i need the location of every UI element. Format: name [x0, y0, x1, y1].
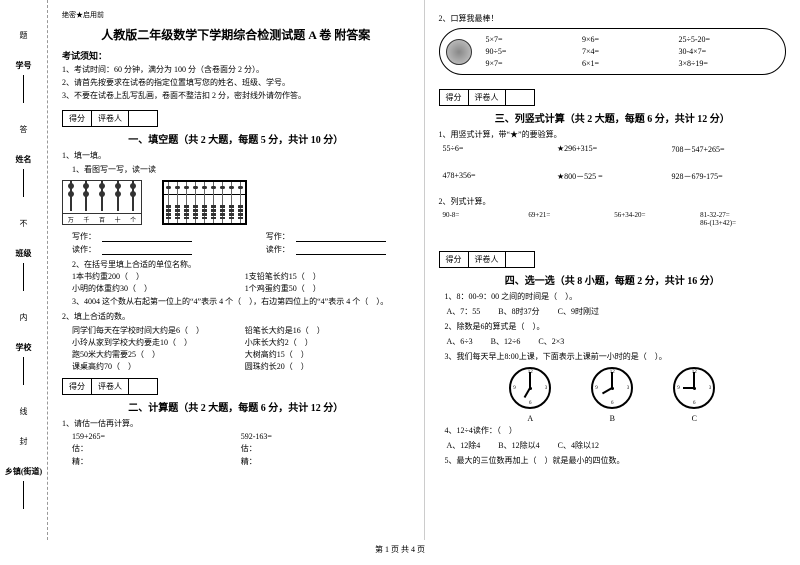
fill-items: 同学们每天在学校时间大约是6（ ）铅笔长大约是16（ ） 小玲从家到学校大约要走… — [72, 325, 410, 372]
binding-mark: 封 — [18, 437, 29, 445]
section-title: 一、填空题（共 2 大题，每题 5 分，共计 10 分） — [62, 131, 410, 146]
binding-mark: 线 — [18, 407, 29, 415]
choice-question: 4、12÷4读作：（ ） — [445, 425, 787, 436]
binding-field: 班级 — [16, 248, 32, 291]
score-box: 得分 评卷人 — [439, 251, 535, 268]
question-stem: 1、用竖式计算，带“★”的要验算。 — [439, 129, 787, 140]
exam-page: 题 学号 答 姓名 不 班级 内 学校 线 封 乡镇(街道) 绝密★启用前 人教… — [0, 0, 800, 540]
question-stem: 2、口算我最棒！ — [439, 13, 787, 24]
clock-icon: 12 3 6 9 — [673, 367, 715, 409]
unit-items: 1本书约重200（ ） 1支铅笔长约15（ ） 小明的体重约30（ ） 1个鸡蛋… — [72, 271, 410, 294]
score-box: 得分 评卷人 — [62, 378, 158, 395]
right-column: 2、口算我最棒！ 5×7= 9×6= 25÷5-20= 90÷5= 7×4= 3… — [425, 0, 800, 540]
choice-question: 3、我们每天早上8:00上课，下面表示上课前一小时的是（ ）。 — [445, 351, 787, 362]
choice-question: 5、最大的三位数再加上（ ）就是最小的四位数。 — [445, 455, 787, 466]
clock-icon: 12 3 6 9 — [591, 367, 633, 409]
binding-mark: 答 — [18, 125, 29, 133]
counting-frame: 万 千 百 十 个 — [62, 180, 142, 225]
choice-question: 2、除数是6的算式是（ ）。 — [445, 321, 787, 332]
binding-field: 学校 — [16, 342, 32, 385]
binding-mark: 题 — [18, 31, 29, 39]
clock-row: 12 3 6 9 12 3 6 9 12 3 6 9 — [439, 367, 787, 409]
choice-options: A、6÷3 B、12÷6 C、2×3 — [447, 336, 565, 347]
binding-mark: 内 — [18, 313, 29, 321]
left-column: 绝密★启用前 人教版二年级数学下学期综合检测试题 A 卷 附答案 考试须知： 1… — [48, 0, 425, 540]
binding-field: 乡镇(街道) — [5, 466, 42, 509]
score-box: 得分 评卷人 — [62, 110, 158, 127]
question-stem: 1、填一填。 — [62, 150, 410, 161]
vertical-calc-grid: 55÷6= ★296+315= 708－547+265= 478+356= ★8… — [443, 144, 787, 182]
read-label: 读作： — [266, 244, 290, 255]
choice-options: A、7：55 B、8时37分 C、9时刚过 — [447, 306, 599, 317]
subquestion: 3、4004 这个数从右起第一位上的“4”表示 4 个（ ），右边第四位上的“4… — [72, 296, 410, 308]
score-label: 得分 — [63, 111, 92, 126]
estimate-grid: 159+265=592-163= 估：估： 精：精： — [72, 432, 410, 467]
choice-question: 1、8：00-9：00 之间的时间是（ ）。 — [445, 291, 787, 302]
write-label: 写作： — [266, 231, 290, 242]
reviewer-label: 评卷人 — [92, 111, 129, 126]
section-title: 四、选一选（共 8 小题，每题 2 分，共计 16 分） — [439, 272, 787, 287]
notice-item: 1、考试时间：60 分钟，满分为 100 分（含卷面分 2 分）。 — [62, 64, 410, 75]
question-stem: 2、列式计算。 — [439, 196, 787, 207]
clock-option-labels: A B C — [439, 414, 787, 423]
section-title: 三、列竖式计算（共 2 大题，每题 6 分，共计 12 分） — [439, 110, 787, 125]
notice-item: 2、请首先按要求在试卷的指定位置填写您的姓名、班级、学号。 — [62, 77, 410, 88]
score-box: 得分 评卷人 — [439, 89, 535, 106]
abacus — [162, 180, 247, 225]
binding-field: 学号 — [16, 60, 32, 103]
section-title: 二、计算题（共 2 大题，每题 6 分，共计 12 分） — [62, 399, 410, 414]
question-stem: 1、请估一估再计算。 — [62, 418, 410, 429]
read-label: 读作： — [72, 244, 96, 255]
page-footer: 第 1 页 共 4 页 — [0, 540, 800, 559]
subquestion: 1、看图写一写，读一读 — [72, 164, 410, 176]
notice-item: 3、不要在试卷上乱写乱画，卷面不整洁扣 2 分，密封线外请勿作答。 — [62, 90, 410, 101]
horizontal-calc-grid: 90-8= 69+21= 56+34-20= 81-32-27= 86-(13+… — [443, 211, 787, 227]
binding-strip: 题 学号 答 姓名 不 班级 内 学校 线 封 乡镇(街道) — [0, 0, 48, 540]
figure-row: 万 千 百 十 个 — [62, 180, 410, 225]
secret-label: 绝密★启用前 — [62, 10, 410, 20]
subquestion: 2、在括号里填上合适的单位名称。 — [72, 259, 410, 271]
mental-math-bubble: 5×7= 9×6= 25÷5-20= 90÷5= 7×4= 30-4×7= 9×… — [439, 28, 787, 75]
question-stem: 2、填上合适的数。 — [62, 311, 410, 322]
choice-options: A、12除4 B、12除以4 C、4除以12 — [447, 440, 599, 451]
write-label: 写作： — [72, 231, 96, 242]
clock-icon: 12 3 6 9 — [509, 367, 551, 409]
binding-field: 姓名 — [16, 154, 32, 197]
notice-heading: 考试须知： — [62, 49, 410, 62]
binding-mark: 不 — [18, 219, 29, 227]
exam-title: 人教版二年级数学下学期综合检测试题 A 卷 附答案 — [62, 26, 410, 43]
